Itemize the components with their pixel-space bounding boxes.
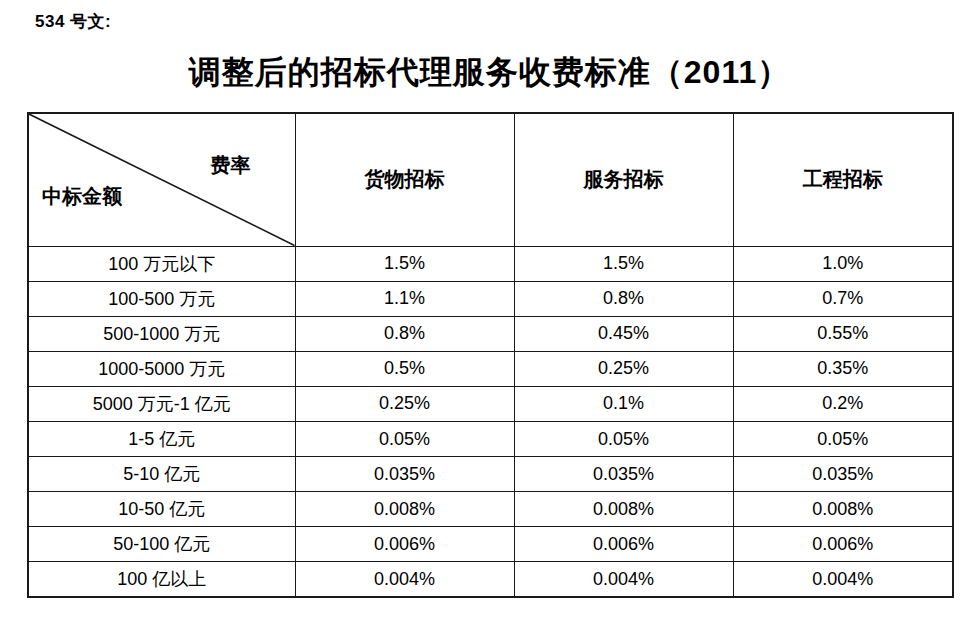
- table-row: 5-10 亿元 0.035% 0.035% 0.035%: [28, 457, 953, 492]
- column-header-engineering: 工程招标: [733, 113, 953, 246]
- fee-value: 0.05%: [295, 421, 514, 456]
- amount-range-label: 5-10 亿元: [28, 457, 295, 492]
- amount-range-label: 5000 万元-1 亿元: [28, 386, 295, 421]
- fee-value: 0.35%: [733, 351, 953, 386]
- fee-value: 0.45%: [514, 316, 733, 351]
- fee-value: 1.0%: [733, 246, 953, 281]
- fee-value: 0.035%: [295, 457, 514, 492]
- fee-value: 0.5%: [295, 351, 514, 386]
- amount-range-label: 500-1000 万元: [28, 316, 295, 351]
- fee-value: 0.05%: [733, 421, 953, 456]
- amount-range-label: 100-500 万元: [28, 281, 295, 316]
- column-header-goods: 货物招标: [295, 113, 514, 246]
- fee-value: 0.2%: [733, 386, 953, 421]
- table-row: 10-50 亿元 0.008% 0.008% 0.008%: [28, 492, 953, 527]
- diagonal-header-cell: 费率 中标金额: [28, 113, 295, 246]
- amount-range-label: 10-50 亿元: [28, 492, 295, 527]
- fee-value: 0.035%: [514, 457, 733, 492]
- table-row: 50-100 亿元 0.006% 0.006% 0.006%: [28, 527, 953, 562]
- fee-standard-table: 费率 中标金额 货物招标 服务招标 工程招标 100 万元以下 1.5% 1.5…: [27, 112, 954, 598]
- amount-range-label: 100 亿以上: [28, 562, 295, 597]
- fee-value: 0.25%: [295, 386, 514, 421]
- diagonal-line: [29, 114, 295, 246]
- table-row: 500-1000 万元 0.8% 0.45% 0.55%: [28, 316, 953, 351]
- table-row: 5000 万元-1 亿元 0.25% 0.1% 0.2%: [28, 386, 953, 421]
- fee-value: 0.004%: [295, 562, 514, 597]
- fee-value: 0.035%: [733, 457, 953, 492]
- fee-value: 0.004%: [514, 562, 733, 597]
- fee-value: 1.5%: [295, 246, 514, 281]
- doc-number-label: 534 号文:: [35, 10, 111, 33]
- table-row: 100 亿以上 0.004% 0.004% 0.004%: [28, 562, 953, 597]
- fee-value: 1.1%: [295, 281, 514, 316]
- fee-value: 0.55%: [733, 316, 953, 351]
- fee-value: 0.25%: [514, 351, 733, 386]
- fee-value: 0.008%: [514, 492, 733, 527]
- fee-value: 0.7%: [733, 281, 953, 316]
- fee-value: 0.004%: [733, 562, 953, 597]
- rate-corner-label: 费率: [211, 152, 251, 179]
- amount-range-label: 1000-5000 万元: [28, 351, 295, 386]
- fee-value: 0.008%: [295, 492, 514, 527]
- fee-value: 0.8%: [295, 316, 514, 351]
- amount-range-label: 1-5 亿元: [28, 421, 295, 456]
- fee-value: 0.006%: [295, 527, 514, 562]
- fee-value: 0.1%: [514, 386, 733, 421]
- table-row: 1-5 亿元 0.05% 0.05% 0.05%: [28, 421, 953, 456]
- document-page: 534 号文: 调整后的招标代理服务收费标准（2011） 费率 中标金额 货物招…: [0, 0, 979, 629]
- fee-value: 0.8%: [514, 281, 733, 316]
- fee-value: 0.008%: [733, 492, 953, 527]
- fee-value: 0.05%: [514, 421, 733, 456]
- page-title: 调整后的招标代理服务收费标准（2011）: [0, 51, 979, 95]
- table-header-row: 费率 中标金额 货物招标 服务招标 工程招标: [28, 113, 953, 246]
- fee-value: 0.006%: [733, 527, 953, 562]
- table-row: 100 万元以下 1.5% 1.5% 1.0%: [28, 246, 953, 281]
- amount-corner-label: 中标金额: [42, 183, 122, 210]
- table-row: 100-500 万元 1.1% 0.8% 0.7%: [28, 281, 953, 316]
- column-header-service: 服务招标: [514, 113, 733, 246]
- amount-range-label: 50-100 亿元: [28, 527, 295, 562]
- table-row: 1000-5000 万元 0.5% 0.25% 0.35%: [28, 351, 953, 386]
- amount-range-label: 100 万元以下: [28, 246, 295, 281]
- fee-value: 1.5%: [514, 246, 733, 281]
- fee-value: 0.006%: [514, 527, 733, 562]
